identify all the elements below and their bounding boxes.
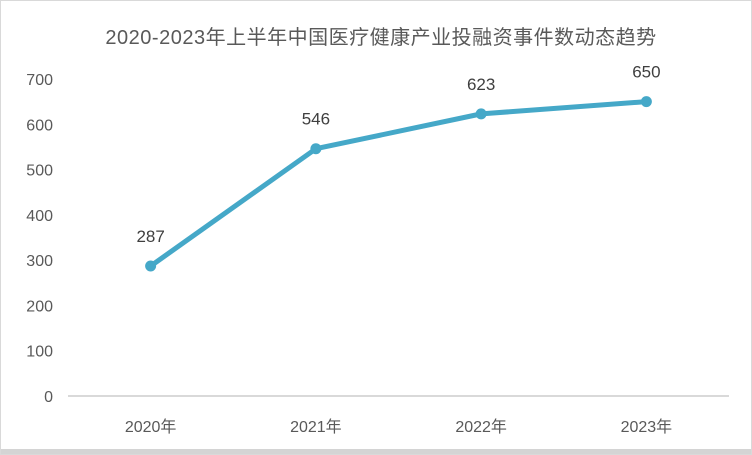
plot-area: 0 100 200 300 400 500 600 700 2020年 2021年 2022年 202…: [26, 63, 729, 436]
y-axis-tick-label: 700: [26, 72, 53, 89]
data-point-marker: [475, 108, 487, 120]
data-point-label: 650: [632, 63, 660, 82]
data-point-marker: [640, 96, 652, 108]
y-axis-tick-label: 500: [26, 163, 53, 180]
bottom-edge: [1, 449, 751, 454]
y-axis-tick-label: 400: [26, 208, 53, 225]
y-axis-tick-label: 0: [44, 389, 53, 406]
x-axis-tick-label: 2022年: [455, 418, 507, 436]
y-axis-tick-label: 300: [26, 253, 53, 270]
y-axis-tick-label: 600: [26, 117, 53, 134]
data-point-label: 546: [302, 110, 330, 129]
trend-line: [148, 99, 649, 269]
y-axis-tick-label: 100: [26, 344, 53, 361]
x-axis-tick-label: 2023年: [621, 418, 673, 436]
x-axis-tick-label: 2020年: [125, 418, 177, 436]
x-axis-tick-label: 2021年: [290, 418, 342, 436]
data-point-label: 287: [136, 227, 164, 246]
data-point-marker: [310, 143, 322, 155]
data-point-label: 623: [467, 75, 495, 94]
chart-title: 2020-2023年上半年中国医疗健康产业投融资事件数动态趋势: [105, 26, 656, 49]
y-axis-tick-label: 200: [26, 298, 53, 315]
data-point-marker: [145, 260, 157, 272]
